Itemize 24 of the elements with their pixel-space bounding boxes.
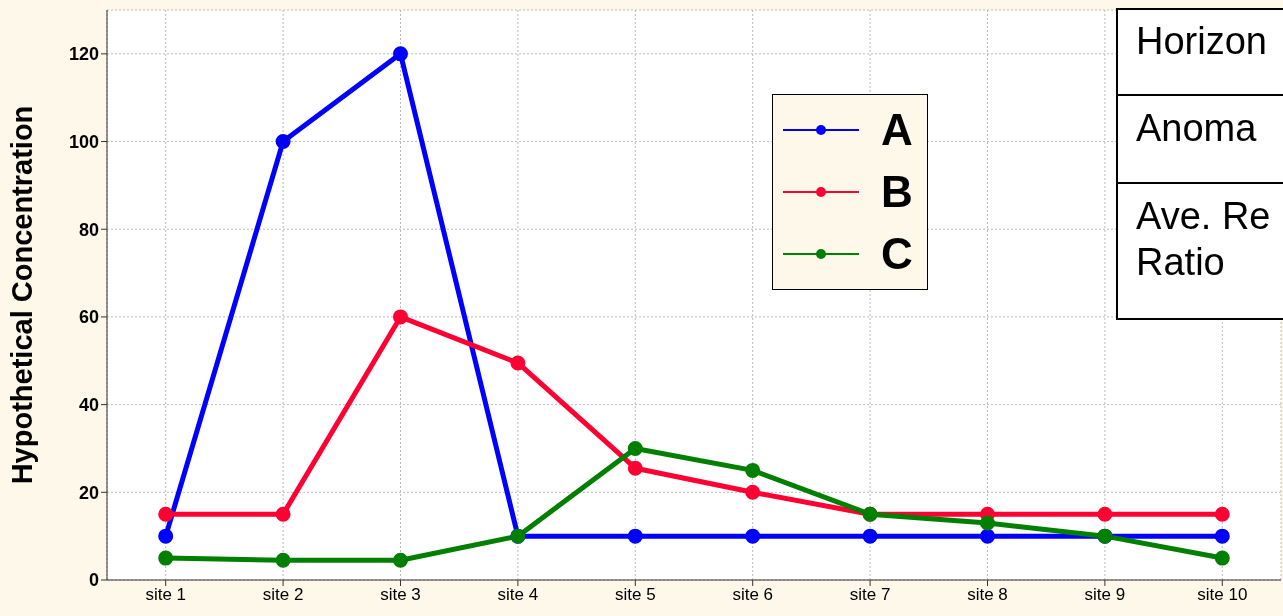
y-tick-label: 20 <box>78 482 99 503</box>
y-tick-label: 40 <box>78 395 99 416</box>
x-tick-label: site 3 <box>380 585 421 605</box>
y-tick-label: 60 <box>78 307 99 328</box>
legend-label: A <box>881 105 913 155</box>
x-tick-label: site 7 <box>849 585 891 605</box>
x-tick-label: site 10 <box>1197 585 1248 605</box>
x-tick-label: site 8 <box>967 585 1008 605</box>
annotation: Ave. Re Ratio <box>1135 194 1272 285</box>
x-tick-label: site 9 <box>1084 585 1126 605</box>
y-tick-label: 120 <box>68 44 99 65</box>
annotation: Horizon <box>1135 19 1268 64</box>
annotation: Anoma <box>1135 106 1258 151</box>
y-tick-label: 0 <box>88 570 99 591</box>
x-tick-label: site 2 <box>262 585 304 605</box>
y-tick-label: 100 <box>68 131 99 152</box>
legend-label: B <box>881 167 913 217</box>
x-tick-label: site 5 <box>614 585 656 605</box>
x-tick-label: site 6 <box>732 585 774 605</box>
legend-label: C <box>881 229 913 279</box>
y-tick-label: 80 <box>78 219 99 240</box>
x-tick-label: site 4 <box>497 585 539 605</box>
x-tick-label: site 1 <box>145 585 187 605</box>
y-axis-title: Hypothetical Concentration <box>6 105 39 485</box>
